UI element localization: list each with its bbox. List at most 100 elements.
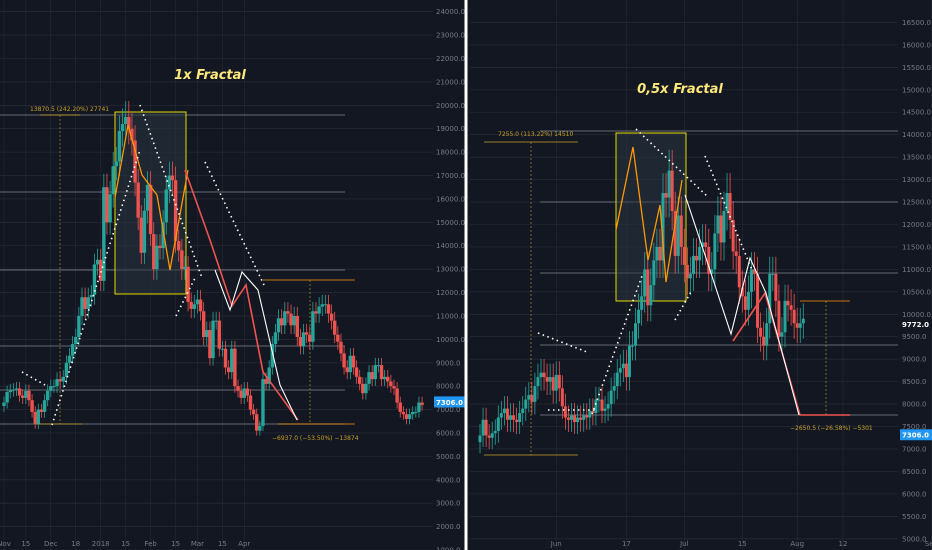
candle-body[interactable] (267, 367, 271, 384)
candle-body[interactable] (173, 180, 178, 242)
candle-body[interactable] (798, 323, 802, 328)
candle-body[interactable] (145, 184, 150, 211)
candle-body[interactable] (152, 234, 156, 270)
candle-body[interactable] (404, 414, 409, 419)
candle-body[interactable] (658, 246, 662, 261)
candle-body[interactable] (505, 408, 509, 420)
candle-body[interactable] (521, 408, 525, 414)
candle-body[interactable] (11, 389, 16, 391)
candle-body[interactable] (245, 388, 250, 396)
candle-body[interactable] (170, 175, 175, 181)
candle-body[interactable] (634, 323, 638, 346)
candle-body[interactable] (579, 417, 583, 420)
candle-body[interactable] (105, 187, 109, 223)
candle-body[interactable] (239, 390, 243, 398)
candle-body[interactable] (740, 287, 744, 297)
candle-body[interactable] (49, 386, 53, 391)
candle-body[interactable] (627, 345, 631, 378)
candle-body[interactable] (64, 362, 69, 377)
candle-body[interactable] (759, 327, 763, 337)
left-panel[interactable]: 1x Fractal 13870.5 (242.20%) 27741 −6937… (0, 0, 466, 550)
candle-body[interactable] (530, 395, 534, 402)
candle-body[interactable] (707, 246, 711, 274)
candle-body[interactable] (649, 285, 653, 306)
candle-body[interactable] (45, 390, 50, 401)
candle-body[interactable] (762, 336, 766, 346)
candle-body[interactable] (292, 315, 296, 326)
candle-body[interactable] (414, 411, 418, 413)
candle-body[interactable] (364, 383, 368, 394)
candle-body[interactable] (39, 409, 44, 412)
candle-body[interactable] (177, 241, 181, 251)
candle-body[interactable] (704, 242, 708, 247)
candle-body[interactable] (392, 386, 396, 389)
candle-body[interactable] (120, 124, 125, 132)
candle-body[interactable] (533, 386, 537, 402)
candle-body[interactable] (582, 415, 586, 420)
candle-body[interactable] (195, 299, 200, 305)
candle-body[interactable] (148, 184, 153, 235)
candle-body[interactable] (398, 402, 402, 412)
candle-body[interactable] (58, 379, 62, 382)
candle-body[interactable] (783, 300, 787, 333)
candle-body[interactable] (600, 399, 604, 411)
candle-body[interactable] (753, 269, 756, 274)
candle-body[interactable] (542, 372, 546, 378)
candle-body[interactable] (317, 306, 321, 314)
candle-body[interactable] (158, 245, 162, 249)
candle-body[interactable] (502, 408, 506, 414)
candle-body[interactable] (21, 395, 25, 398)
candle-body[interactable] (560, 388, 564, 407)
right-panel[interactable]: 0,5x Fractal 7255.0 (113.22%) 14510 −265… (470, 0, 932, 550)
candle-body[interactable] (597, 399, 601, 401)
candle-body[interactable] (370, 372, 374, 380)
candle-body[interactable] (496, 417, 500, 432)
candle-body[interactable] (382, 376, 387, 380)
candle-body[interactable] (570, 415, 573, 420)
candle-body[interactable] (24, 390, 28, 398)
candle-body[interactable] (603, 408, 607, 411)
candle-body[interactable] (205, 330, 209, 338)
candle-body[interactable] (756, 273, 760, 328)
candle-body[interactable] (2, 402, 6, 406)
candle-body[interactable] (670, 170, 674, 212)
candle-body[interactable] (481, 419, 485, 436)
candle-body[interactable] (722, 211, 726, 243)
candle-body[interactable] (667, 170, 671, 198)
candle-body[interactable] (14, 388, 19, 390)
candle-body[interactable] (348, 355, 353, 373)
candle-body[interactable] (74, 337, 78, 345)
candle-body[interactable] (771, 273, 775, 275)
candle-body[interactable] (417, 402, 421, 412)
candle-body[interactable] (716, 215, 720, 234)
candle-body[interactable] (407, 414, 412, 419)
candle-body[interactable] (509, 415, 512, 420)
candle-body[interactable] (557, 374, 561, 389)
candle-body[interactable] (621, 363, 625, 369)
candle-body[interactable] (515, 419, 519, 423)
candle-body[interactable] (308, 334, 312, 342)
candle-body[interactable] (258, 425, 262, 431)
candle-body[interactable] (637, 309, 641, 324)
candle-body[interactable] (719, 215, 723, 243)
candle-body[interactable] (351, 355, 356, 368)
candle-body[interactable] (354, 367, 359, 377)
candle-body[interactable] (682, 246, 686, 265)
candle-body[interactable] (373, 365, 377, 380)
candle-body[interactable] (698, 246, 702, 261)
candle-body[interactable] (70, 344, 75, 356)
candle-body[interactable] (283, 311, 287, 326)
candle-body[interactable] (226, 367, 231, 373)
candle-body[interactable] (710, 269, 714, 274)
candle-body[interactable] (548, 377, 552, 382)
candle-body[interactable] (746, 291, 750, 310)
candle-body[interactable] (749, 269, 753, 292)
candle-body[interactable] (728, 193, 732, 220)
candle-body[interactable] (133, 140, 137, 183)
candle-body[interactable] (208, 330, 212, 359)
candle-body[interactable] (594, 399, 598, 414)
candle-body[interactable] (774, 273, 778, 301)
candle-body[interactable] (640, 296, 644, 310)
right-price-axis[interactable]: 16500.0 16000.0 15500.0 15000.0 14500.0 14000… (902, 19, 931, 543)
candle-body[interactable] (490, 433, 494, 438)
